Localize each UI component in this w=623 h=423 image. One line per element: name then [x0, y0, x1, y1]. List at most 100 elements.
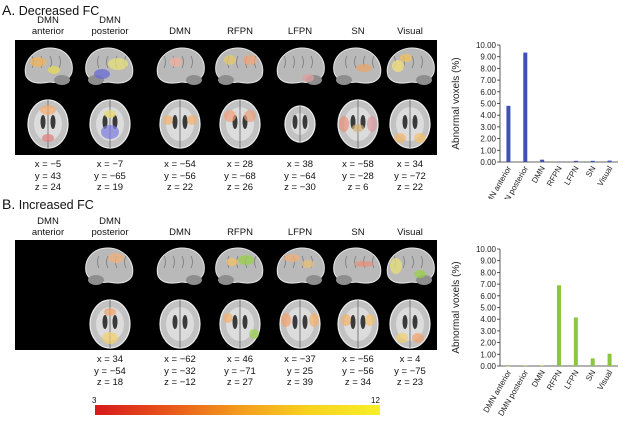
- y-tick-label: 6.00: [480, 292, 496, 301]
- x-tick-label: SN: [584, 368, 597, 382]
- coordinate-x: x = −58: [342, 159, 374, 170]
- coordinates-2: x = 34 y = −54 z = 18: [78, 354, 142, 389]
- network-label-lfpn: LFPN: [268, 227, 332, 238]
- bar-rfpn: [557, 285, 561, 366]
- coordinate-x: x = −62: [164, 354, 196, 365]
- y-tick-label: 9.00: [480, 257, 496, 266]
- chart-a: 0.00 1.00 2.00 3.00 4.00 5.00 6.00 7.00 8.00 9.00…: [451, 41, 618, 199]
- network-label-line: RFPN: [227, 26, 253, 37]
- y-tick-label: 3.00: [480, 327, 496, 336]
- x-tick-label: SN: [584, 164, 597, 178]
- coordinates-5: x = −37 y = 25 z = 39: [268, 354, 332, 389]
- coordinate-y: y = 25: [286, 365, 314, 377]
- x-tick-label: DMN: [530, 368, 547, 388]
- coordinate-z: z = −30: [284, 182, 316, 193]
- brain-image-2: [85, 247, 134, 349]
- coordinate-x: x = −54: [164, 159, 196, 170]
- network-label-line: RFPN: [227, 227, 253, 238]
- coordinate-z: z = 39: [286, 377, 314, 388]
- coordinate-x: x = 34: [96, 354, 124, 365]
- coordinate-y: y = −64: [284, 170, 316, 182]
- network-label-line: LFPN: [287, 227, 313, 238]
- network-label-line: Visual: [397, 227, 423, 238]
- panel-b-letter: B.: [2, 196, 16, 212]
- x-tick-label: Visual: [596, 164, 615, 187]
- y-tick-label: 10.00: [476, 41, 497, 50]
- y-tick-label: 7.00: [480, 76, 496, 85]
- brain-image-6: [333, 47, 382, 149]
- y-tick-label: 8.00: [480, 64, 496, 73]
- brain-image-5: [276, 47, 325, 143]
- coordinate-y: y = −75: [394, 365, 426, 377]
- chart-b: 0.00 1.00 2.00 3.00 4.00 5.00 6.00 7.00 8.00 9.00…: [451, 245, 618, 418]
- panel-b-title: B. Increased FC: [2, 196, 94, 212]
- panel-a-letter: A.: [2, 2, 16, 18]
- coordinate-z: z = 23: [396, 377, 424, 388]
- network-label-dmn-anterior: DMN anterior: [16, 15, 80, 37]
- coordinate-x: x = 34: [396, 159, 424, 170]
- bar-dmn: [540, 365, 545, 367]
- coordinate-z: z = 22: [166, 182, 194, 193]
- x-tick-label: RFPN: [545, 164, 564, 188]
- y-tick-label: 5.00: [480, 304, 496, 313]
- y-tick-label: 4.00: [480, 111, 496, 120]
- network-label-line: LFPN: [287, 26, 313, 37]
- coordinates-1: x = −5 y = 43 z = 24: [16, 159, 80, 194]
- coordinate-x: x = 38: [286, 159, 314, 170]
- coordinates-4: x = 28 y = −68 z = 26: [208, 159, 272, 194]
- coordinate-y: y = −54: [94, 365, 126, 377]
- coordinates-2: x = −7 y = −65 z = 19: [78, 159, 142, 194]
- coordinates-7: x = 34 y = −72 z = 22: [378, 159, 442, 194]
- panel-b-text: Increased FC: [18, 198, 94, 212]
- coordinate-x: x = −7: [96, 159, 124, 170]
- coordinate-y: y = −56: [342, 365, 374, 377]
- network-label-dmn-posterior: DMN posterior: [78, 15, 142, 37]
- bar-dmn-anterior: [506, 105, 511, 162]
- coordinate-y: y = −32: [164, 365, 196, 377]
- coordinate-y: y = −71: [224, 365, 256, 377]
- panel-a-text: Decreased FC: [18, 4, 100, 18]
- y-axis-label: Abnormal voxels (%): [451, 57, 462, 149]
- network-label-line: DMN: [99, 216, 121, 227]
- brain-image-7: [386, 47, 435, 149]
- y-tick-label: 4.00: [480, 315, 496, 324]
- bar-dmn-anterior: [506, 366, 511, 367]
- x-tick-label: DMN: [530, 164, 547, 184]
- coordinate-x: x = 28: [226, 159, 254, 170]
- network-label-visual: Visual: [378, 227, 442, 238]
- network-label-line: DMN: [37, 216, 59, 227]
- brain-image-4: [215, 47, 264, 149]
- bar-sn: [590, 160, 595, 162]
- bar-sn: [590, 358, 595, 366]
- coordinate-y: y = −28: [342, 170, 374, 182]
- brain-image-3: [156, 247, 205, 349]
- bar-dmn-posterior: [523, 365, 528, 367]
- network-label-dmn-anterior: DMN anterior: [16, 216, 80, 238]
- coordinate-z: z = 18: [96, 377, 124, 388]
- network-label-line: SN: [351, 227, 365, 238]
- bar-visual: [607, 160, 612, 162]
- network-label-dmn: DMN: [148, 26, 212, 37]
- network-label-dmn-posterior: DMN posterior: [78, 216, 142, 238]
- coordinate-x: x = −5: [34, 159, 62, 170]
- network-label-line: posterior: [91, 26, 129, 37]
- network-label-line: SN: [351, 26, 365, 37]
- y-tick-label: 10.00: [476, 245, 497, 254]
- y-axis-label: Abnormal voxels (%): [451, 261, 462, 353]
- network-label-line: posterior: [91, 227, 129, 238]
- coordinate-y: y = −72: [394, 170, 426, 182]
- colorbar-min-label: 3: [92, 396, 97, 405]
- coordinates-3: x = −54 y = −56 z = 22: [148, 159, 212, 194]
- bar-visual: [607, 353, 612, 366]
- y-tick-label: 0.00: [480, 362, 496, 371]
- y-tick-label: 5.00: [480, 100, 496, 109]
- brain-image-1: [24, 47, 73, 149]
- network-label-line: DMN: [169, 227, 191, 238]
- coordinate-x: x = 46: [226, 354, 254, 365]
- y-tick-label: 0.00: [480, 158, 496, 167]
- network-label-sn: SN: [326, 227, 390, 238]
- bar-dmn-posterior: [523, 52, 528, 163]
- bar-dmn: [540, 159, 545, 162]
- coordinate-z: z = 27: [226, 377, 254, 388]
